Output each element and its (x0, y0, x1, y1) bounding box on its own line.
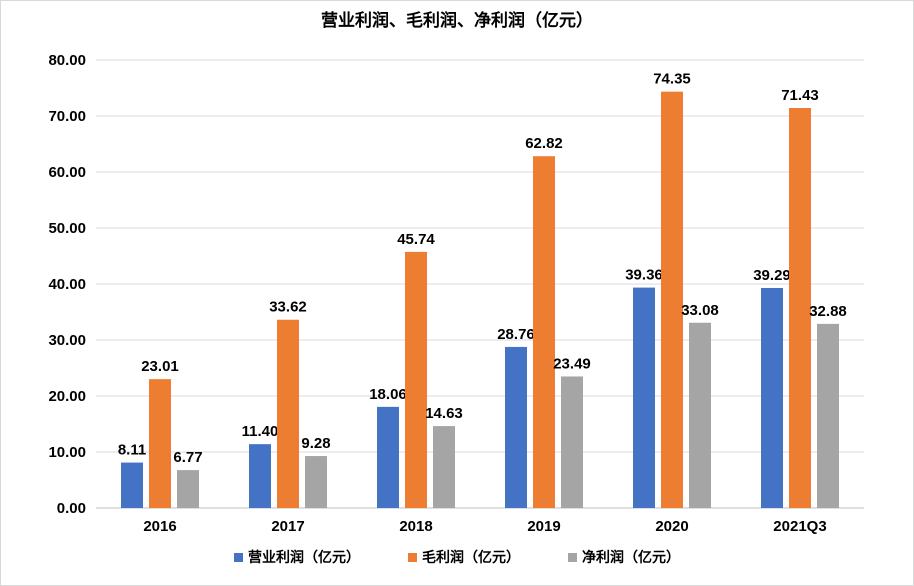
bar (661, 91, 683, 508)
data-label: 62.82 (525, 135, 563, 152)
data-label: 32.88 (809, 303, 847, 320)
bar (533, 156, 555, 508)
bar (561, 376, 583, 508)
y-tick-label: 80.00 (48, 52, 86, 69)
y-tick-label: 30.00 (48, 332, 86, 349)
bar (121, 462, 143, 508)
data-label: 23.01 (141, 358, 179, 375)
bar (689, 322, 711, 508)
y-tick-label: 0.00 (57, 500, 86, 517)
legend-label-gross-profit: 毛利润（亿元） (422, 550, 520, 566)
data-label: 6.77 (173, 449, 202, 466)
legend-label-net-profit: 净利润（亿元） (582, 550, 680, 566)
bar (817, 323, 839, 508)
bar (405, 251, 427, 508)
data-label: 33.62 (269, 299, 307, 316)
x-tick-label: 2020 (655, 518, 688, 535)
data-label: 39.29 (753, 267, 791, 284)
bar (177, 470, 199, 508)
data-label: 23.49 (553, 355, 591, 372)
data-label: 71.43 (781, 87, 819, 104)
data-label: 74.35 (653, 71, 691, 88)
x-tick-label: 2017 (271, 518, 304, 535)
legend-item-operating-profit: 营业利润（亿元） (234, 547, 360, 567)
data-label: 14.63 (425, 405, 463, 422)
legend: 营业利润（亿元） 毛利润（亿元） 净利润（亿元） (0, 547, 914, 567)
x-tick-label: 2019 (527, 518, 560, 535)
data-label: 8.11 (118, 442, 146, 459)
y-tick-label: 10.00 (48, 444, 86, 461)
y-tick-label: 50.00 (48, 220, 86, 237)
data-label: 18.06 (369, 386, 407, 403)
bar (789, 107, 811, 508)
legend-item-net-profit: 净利润（亿元） (568, 547, 680, 567)
data-label: 28.76 (497, 326, 535, 343)
bar (633, 287, 655, 508)
legend-item-gross-profit: 毛利润（亿元） (408, 547, 520, 567)
bar (277, 319, 299, 508)
x-tick-label: 2018 (399, 518, 432, 535)
x-tick-label: 2016 (143, 518, 176, 535)
data-label: 39.36 (625, 267, 663, 284)
y-tick-label: 60.00 (48, 164, 86, 181)
chart-title: 营业利润、毛利润、净利润（亿元） (321, 11, 593, 31)
legend-swatch-operating-profit (234, 552, 243, 562)
data-label: 11.40 (242, 423, 279, 440)
bar (377, 406, 399, 508)
bar (305, 456, 327, 508)
data-label: 33.08 (681, 302, 719, 319)
y-tick-label: 70.00 (48, 108, 86, 125)
legend-swatch-net-profit (568, 552, 577, 562)
data-label: 45.74 (397, 231, 435, 248)
data-label: 9.28 (301, 435, 330, 452)
bar (761, 287, 783, 508)
x-tick-label: 2021Q3 (773, 518, 826, 535)
legend-label-operating-profit: 营业利润（亿元） (248, 550, 360, 566)
bar (505, 346, 527, 508)
y-tick-label: 20.00 (48, 388, 86, 405)
bar (149, 379, 171, 508)
y-tick-label: 40.00 (48, 276, 86, 293)
bar (249, 444, 271, 508)
legend-swatch-gross-profit (408, 552, 417, 562)
bar (433, 426, 455, 508)
